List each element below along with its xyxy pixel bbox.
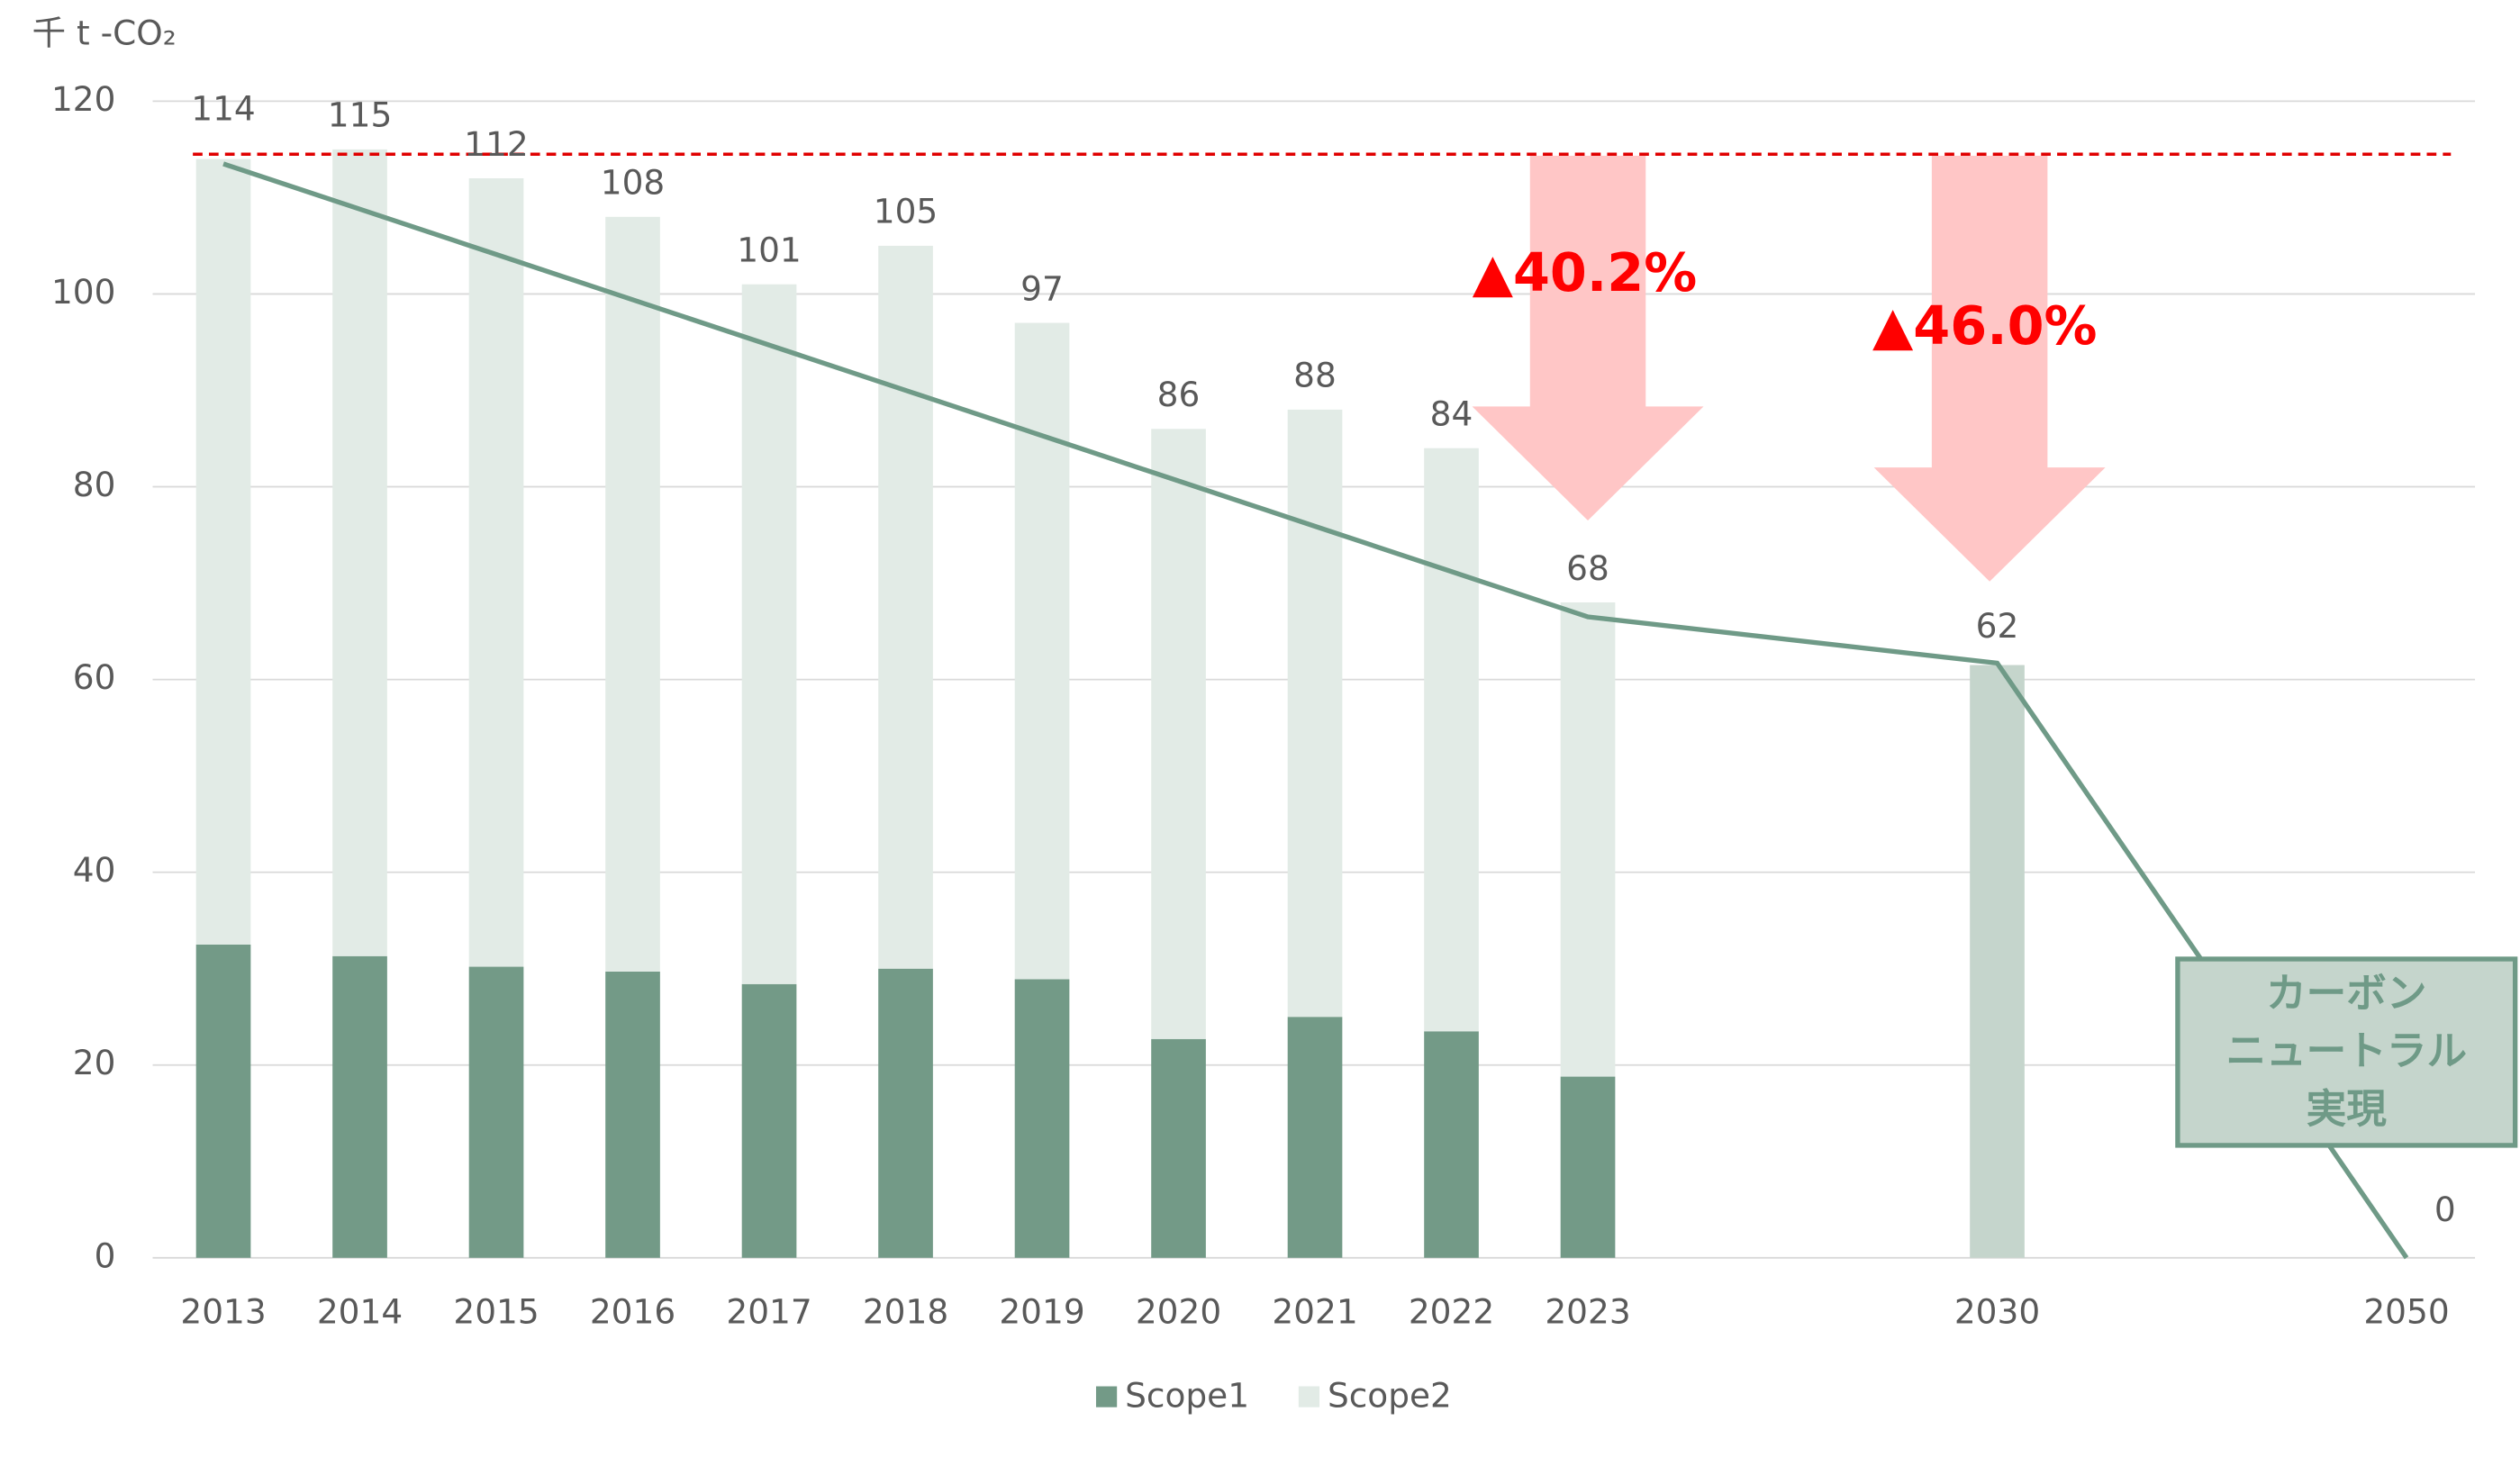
total-label: 112 — [464, 124, 529, 164]
x-tick-label: 2015 — [453, 1292, 539, 1332]
x-tick-label: 2013 — [180, 1292, 266, 1332]
bar-segment — [332, 955, 387, 1258]
x-tick-label: 2017 — [726, 1292, 811, 1332]
bar-segment — [878, 968, 933, 1258]
total-label: 108 — [601, 163, 666, 203]
bar-segment — [1287, 1017, 1343, 1258]
x-tick-label: 2022 — [1409, 1292, 1494, 1332]
bar-segment — [1287, 409, 1343, 1018]
x-tick-label: 2050 — [2363, 1292, 2449, 1332]
x-tick-label: 2021 — [1272, 1292, 1357, 1332]
arrow — [1873, 156, 2106, 582]
callout-text: 実現 — [2307, 1085, 2388, 1132]
bar-segment — [741, 983, 797, 1258]
total-label: 62 — [1976, 606, 2019, 646]
total-label: 86 — [1157, 375, 1201, 414]
legend-swatch — [1298, 1386, 1320, 1407]
annotation: ▲40.2% — [1473, 241, 1698, 303]
callout-box — [2175, 956, 2518, 1148]
bar-segment — [741, 284, 797, 984]
bar-segment — [468, 178, 524, 967]
bar-segment — [1014, 979, 1070, 1258]
bar-segment — [1151, 429, 1206, 1039]
bar-segment — [878, 245, 933, 969]
legend-swatch — [1095, 1386, 1118, 1407]
total-label: 101 — [737, 231, 802, 270]
bar-segment — [1424, 448, 1479, 1032]
legend-label: Scope2 — [1328, 1375, 1452, 1415]
total-label: 88 — [1293, 356, 1337, 395]
total-label: 115 — [328, 95, 393, 135]
arrow — [1472, 156, 1704, 520]
bar-segment — [605, 971, 660, 1258]
y-tick-label: 20 — [73, 1043, 116, 1082]
bar-segment — [332, 149, 387, 956]
legend-label: Scope1 — [1125, 1375, 1249, 1415]
bar-segment — [195, 158, 251, 945]
total-label: 114 — [191, 89, 256, 129]
total-label: 97 — [1020, 268, 1064, 308]
y-tick-label: 80 — [73, 465, 116, 504]
bar-segment — [195, 944, 251, 1258]
y-axis-label: 千 t -CO₂ — [32, 14, 177, 53]
y-tick-label: 60 — [73, 657, 116, 697]
callout-text: ニュートラル — [2225, 1027, 2467, 1074]
x-tick-label: 2019 — [999, 1292, 1084, 1332]
y-tick-label: 100 — [51, 272, 116, 312]
total-label: 105 — [874, 192, 938, 231]
bar-segment — [1560, 602, 1616, 1077]
trend-line — [222, 161, 2409, 1260]
x-tick-label: 2018 — [863, 1292, 948, 1332]
y-tick-label: 40 — [73, 850, 116, 890]
total-label: 84 — [1430, 394, 1473, 434]
x-tick-label: 2023 — [1545, 1292, 1630, 1332]
bar-segment — [1151, 1038, 1206, 1258]
y-tick-label: 0 — [95, 1235, 116, 1275]
bar-segment — [1560, 1076, 1616, 1258]
y-tick-label: 120 — [51, 79, 116, 119]
bar-segment — [1970, 665, 2025, 1258]
annotation: ▲46.0% — [1872, 294, 2098, 357]
x-tick-label: 2016 — [590, 1292, 675, 1332]
x-tick-label: 2020 — [1136, 1292, 1221, 1332]
x-tick-label: 2030 — [1954, 1292, 2040, 1332]
bar-segment — [468, 966, 524, 1258]
bar-segment — [1014, 322, 1070, 980]
total-label: 0 — [2434, 1190, 2456, 1229]
bar-segment — [605, 216, 660, 972]
x-tick-label: 2014 — [317, 1292, 403, 1332]
bar-segment — [1424, 1031, 1479, 1258]
callout-text: カーボン — [2266, 970, 2426, 1017]
total-label: 68 — [1566, 548, 1609, 588]
